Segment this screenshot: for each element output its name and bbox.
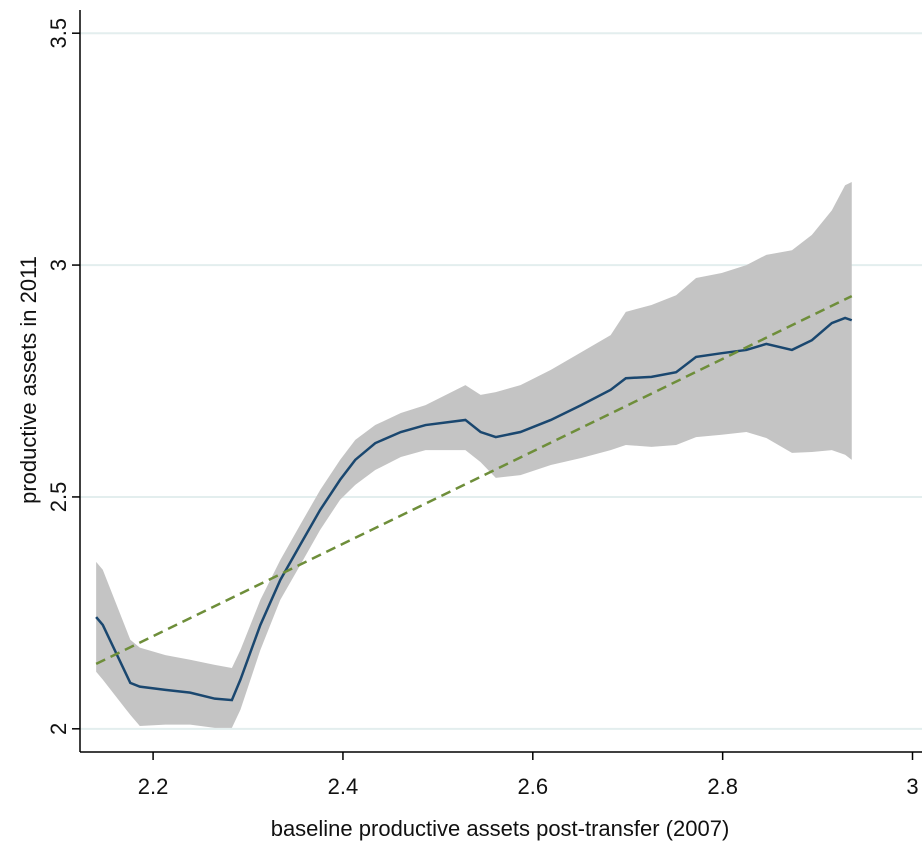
confidence-band [96, 182, 852, 728]
series-line [95, 316, 853, 702]
x-tick-label: 2.6 [518, 774, 549, 799]
y-tick-label: 3 [46, 259, 71, 271]
y-tick-label: 2 [46, 723, 71, 735]
fit-line [95, 295, 853, 666]
y-axis-title: productive assets in 2011 [16, 256, 41, 504]
x-tick-label: 2.2 [138, 774, 169, 799]
y-tick-label: 2.5 [46, 482, 71, 513]
x-tick-label: 2.8 [707, 774, 738, 799]
x-tick-label: 2.4 [328, 774, 359, 799]
x-axis-title: baseline productive assets post-transfer… [271, 816, 730, 841]
y-tick-label: 3.5 [46, 18, 71, 49]
x-tick-label: 3 [906, 774, 918, 799]
